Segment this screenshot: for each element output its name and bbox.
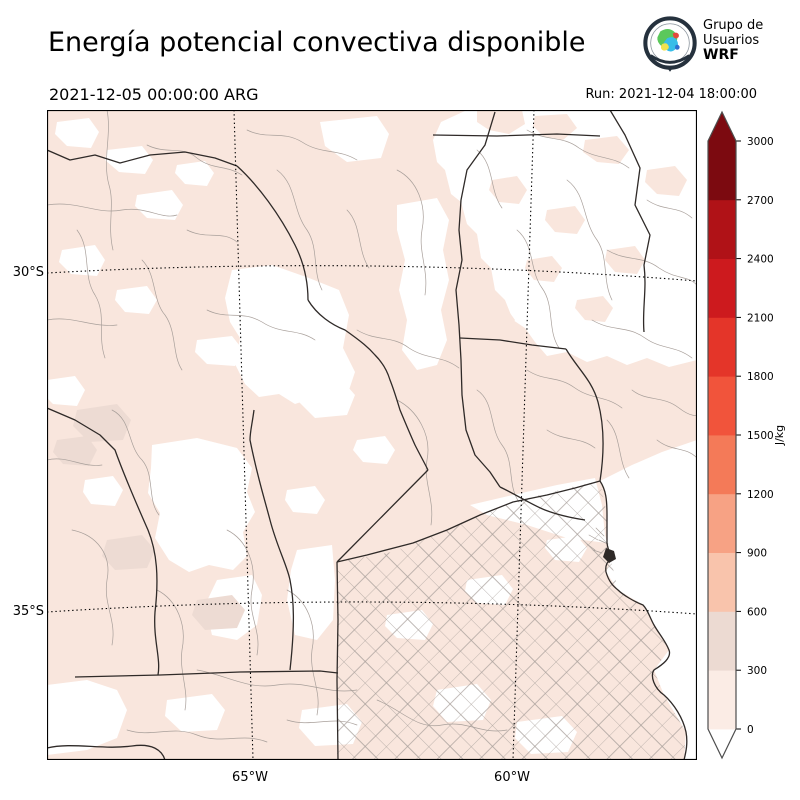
- colorbar-tick-label: 2400: [747, 254, 774, 266]
- graticule: [47, 110, 697, 760]
- partido-grid: [337, 481, 686, 760]
- logo-line-1: Grupo de: [703, 18, 764, 33]
- colorbar-tick-label: 2700: [747, 195, 774, 207]
- wrf-logo-icon: [643, 16, 697, 72]
- colorbar-tick-label: 1500: [747, 430, 774, 442]
- colorbar-outline: [707, 110, 737, 760]
- colorbar-tick-label: 1800: [747, 371, 774, 383]
- colorbar-segment: [708, 317, 736, 377]
- logo-line-3: WRF: [703, 47, 739, 63]
- colorbar-segment: [708, 611, 736, 671]
- colorbar-tick-label: 600: [747, 606, 767, 618]
- colorbar-segment: [708, 670, 736, 730]
- gridline-60w: [512, 110, 535, 760]
- map-border: [47, 110, 697, 760]
- colorbar-segment: [708, 376, 736, 436]
- colorbar-tick-label: 3000: [747, 136, 774, 148]
- lat-label-35s: 35°S: [12, 604, 44, 619]
- colorbar-tick-label: 300: [747, 665, 767, 677]
- colorbar-unit-label: J/kg: [773, 425, 786, 446]
- colorbar-segment: [708, 552, 736, 612]
- colorbar-tick-label: 0: [747, 724, 754, 736]
- colorbar-segment: [708, 199, 736, 259]
- lon-label-65w: 65°W: [232, 770, 268, 785]
- caba-urban-area: [603, 548, 616, 563]
- run-time-label: Run: 2021-12-04 18:00:00: [585, 87, 757, 102]
- colorbar-segment: [708, 258, 736, 318]
- colorbar-tick-label: 900: [747, 548, 767, 560]
- colorbar-tick-label: 1200: [747, 489, 774, 501]
- colorbar-segment: [708, 435, 736, 495]
- valid-time-label: 2021-12-05 00:00:00 ARG: [49, 85, 259, 104]
- gridline-35s: [47, 601, 697, 615]
- colorbar-segment: [708, 141, 736, 201]
- lon-label-60w: 60°W: [494, 770, 530, 785]
- colorbar-tick-label: 2100: [747, 312, 774, 324]
- province-boundaries: [47, 110, 688, 760]
- cape-low-patches: [475, 110, 687, 334]
- page-title: Energía potencial convectiva disponible: [48, 27, 586, 58]
- wrf-logo-text: Grupo de Usuarios WRF: [703, 18, 763, 63]
- colorbar-over-arrow: [708, 112, 736, 141]
- logo-line-2: Usuarios: [703, 33, 760, 48]
- colorbar: J/kg 0 300 600 900 1200 1500 1800 2100 2400 2700 3…: [707, 110, 786, 760]
- cape-map: [47, 110, 697, 760]
- lat-label-30s: 30°S: [12, 265, 44, 280]
- colorbar-segment: [708, 493, 736, 553]
- gridline-65w: [233, 110, 254, 760]
- colorbar-under-arrow: [708, 729, 736, 758]
- gridline-30s: [47, 265, 697, 282]
